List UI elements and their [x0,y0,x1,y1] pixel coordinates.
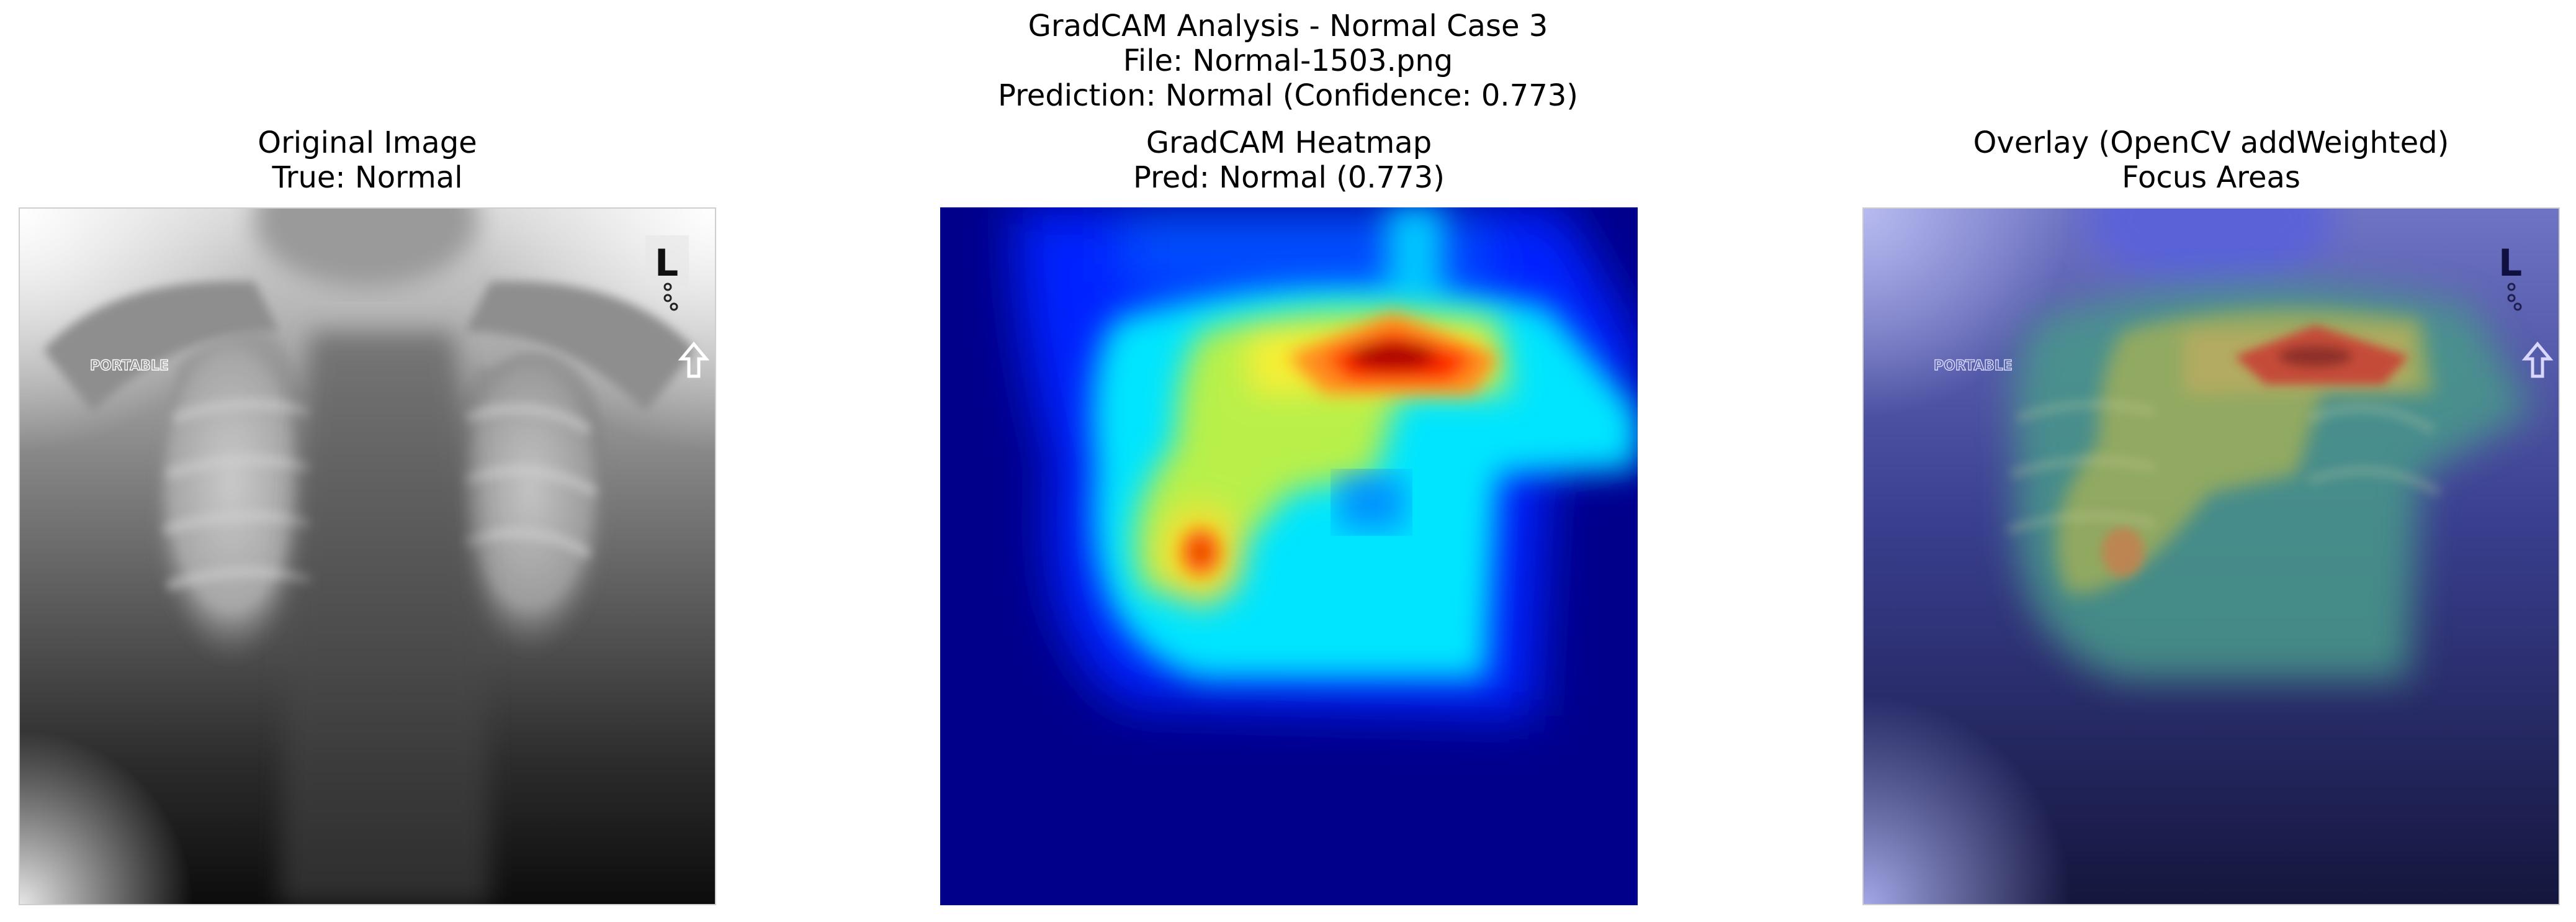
figure-title-line-3: Prediction: Normal (Confidence: 0.773) [998,78,1578,113]
original-xray-image: PORTABLE L [19,207,716,905]
gradcam-heatmap-image [940,207,1638,905]
figure-title-line-2: File: Normal-1503.png [1123,43,1453,78]
panel-overlay-title-line-2: Focus Areas [2122,160,2300,195]
up-arrow-icon [678,341,710,378]
portable-marker-overlay: PORTABLE [1934,358,2013,374]
panel-heatmap-title-line-2: Pred: Normal (0.773) [1133,160,1445,195]
side-marker-l: L [655,242,678,285]
xray-svg: PORTABLE L [19,207,716,905]
panel-heatmap-title-line-1: GradCAM Heatmap [1146,125,1432,160]
portable-marker: PORTABLE [90,358,169,374]
figure-title: GradCAM Analysis - Normal Case 3 File: N… [0,9,2576,113]
overlay-image: PORTABLE L [1862,207,2560,905]
side-marker-l-overlay: L [2498,242,2522,285]
panel-original-title-line-1: Original Image [258,125,477,160]
panel-heatmap-title: GradCAM Heatmap Pred: Normal (0.773) [940,125,1638,195]
figure-title-line-1: GradCAM Analysis - Normal Case 3 [1028,9,1548,43]
heatmap-svg [940,207,1638,905]
panel-original-title-line-2: True: Normal [272,160,463,195]
up-arrow-icon-overlay [2521,341,2554,378]
panel-original-title: Original Image True: Normal [19,125,716,195]
panel-overlay-title: Overlay (OpenCV addWeighted) Focus Areas [1862,125,2560,195]
overlay-svg: PORTABLE L [1862,207,2560,905]
panel-overlay-title-line-1: Overlay (OpenCV addWeighted) [1973,125,2449,160]
